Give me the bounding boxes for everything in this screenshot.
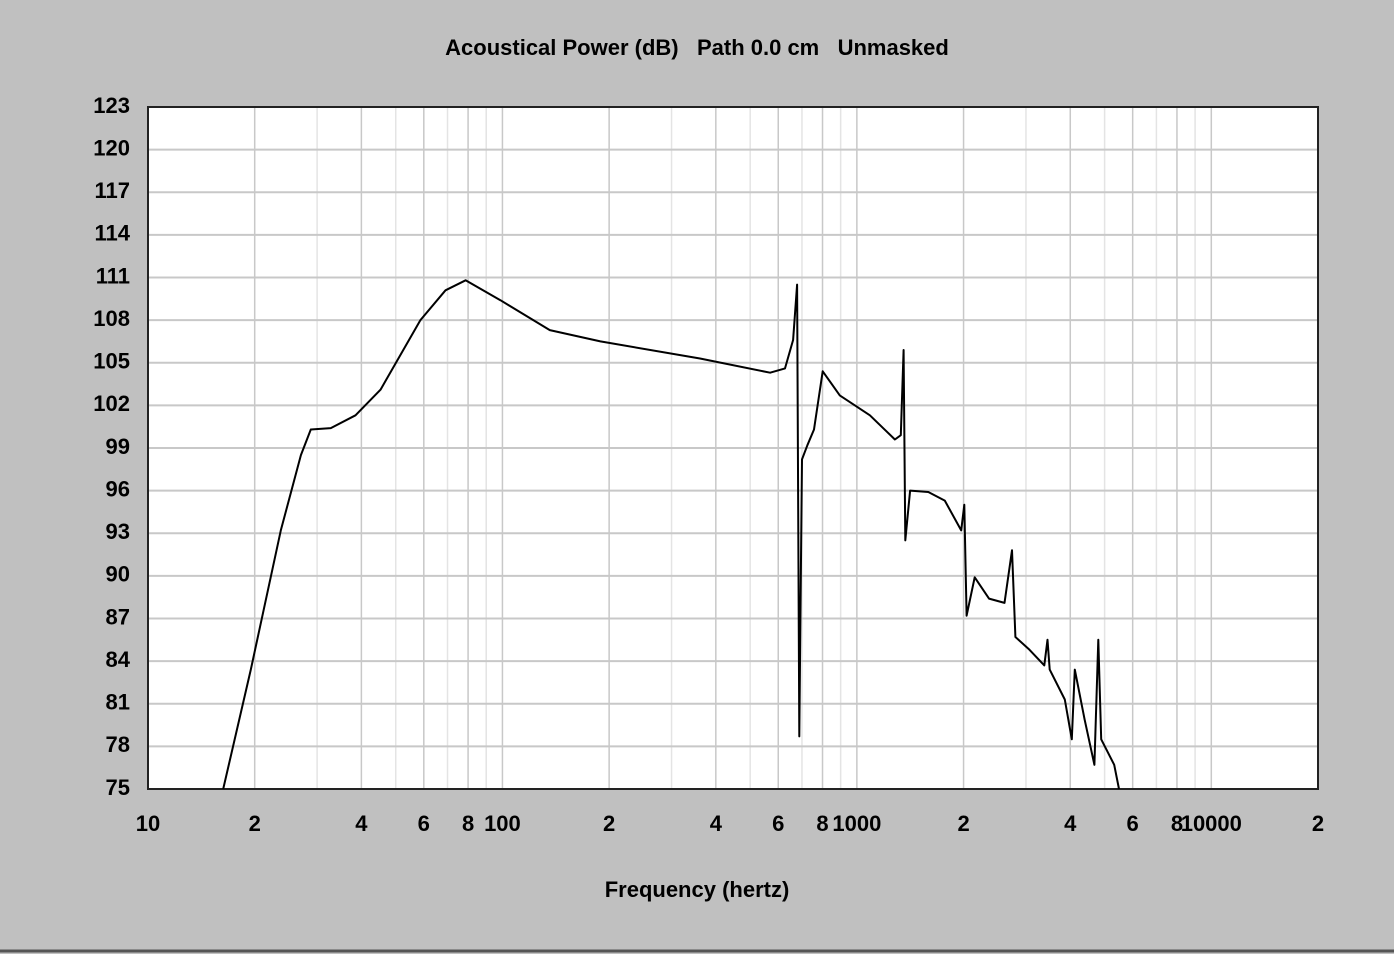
- x-tick-label: 4: [1064, 811, 1077, 836]
- y-tick-label: 102: [93, 391, 130, 416]
- y-tick-label: 99: [106, 434, 130, 459]
- x-tick-label: 8: [1171, 811, 1183, 836]
- y-tick-label: 87: [106, 604, 130, 629]
- x-tick-label: 2: [957, 811, 969, 836]
- y-tick-label: 84: [106, 647, 131, 672]
- y-tick-label: 75: [106, 775, 130, 800]
- x-tick-label: 4: [355, 811, 368, 836]
- y-tick-label: 78: [106, 732, 130, 757]
- x-tick-label: 8: [462, 811, 474, 836]
- y-tick-label: 96: [106, 476, 130, 501]
- y-tick-label: 90: [106, 562, 130, 587]
- y-tick-label: 120: [93, 135, 130, 160]
- x-tick-label: 10: [136, 811, 160, 836]
- y-tick-label: 93: [106, 519, 130, 544]
- x-tick-label: 2: [249, 811, 261, 836]
- x-tick-label: 1000: [832, 811, 881, 836]
- x-tick-label: 10000: [1181, 811, 1242, 836]
- x-tick-label: 2: [603, 811, 615, 836]
- y-tick-label: 81: [106, 690, 130, 715]
- x-tick-label: 6: [772, 811, 784, 836]
- y-tick-label: 105: [93, 349, 130, 374]
- y-tick-label: 108: [93, 306, 130, 331]
- x-tick-label: 6: [1127, 811, 1139, 836]
- plot-border: [147, 106, 1319, 790]
- x-tick-label: 4: [710, 811, 723, 836]
- x-tick-label: 100: [484, 811, 521, 836]
- x-tick-label: 2: [1312, 811, 1324, 836]
- data-line: [222, 279, 1120, 790]
- y-tick-label: 123: [93, 93, 130, 118]
- x-axis-label: Frequency (hertz): [605, 877, 790, 902]
- x-tick-label: 8: [816, 811, 828, 836]
- y-tick-label: 111: [96, 263, 130, 288]
- y-tick-label: 114: [95, 221, 131, 246]
- y-tick-label: 117: [95, 178, 131, 203]
- chart-title: Acoustical Power (dB) Path 0.0 cm Unmask…: [445, 35, 949, 60]
- x-tick-label: 6: [418, 811, 430, 836]
